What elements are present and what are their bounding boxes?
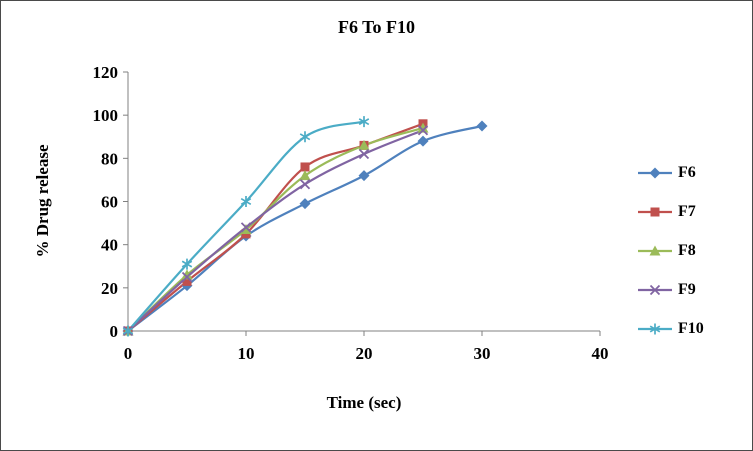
x-marker-icon: [358, 148, 370, 160]
legend-marker-icon: [638, 245, 672, 255]
legend-item-F7: F7: [637, 192, 704, 231]
y-tick-label: 100: [93, 106, 119, 125]
series-line-F8: [126, 127, 425, 333]
triangle-marker-icon: [649, 245, 661, 255]
series-line-F7: [126, 122, 425, 333]
legend-label: F9: [678, 280, 696, 298]
x-marker-icon: [417, 125, 429, 136]
asterisk-marker-icon: [122, 325, 134, 337]
x-tick-label: 40: [592, 344, 609, 363]
y-tick-label: 0: [110, 322, 119, 341]
triangle-marker-icon: [181, 269, 193, 280]
series-line-F9: [126, 129, 425, 333]
triangle-marker-icon: [417, 122, 429, 133]
x-tick-label: 30: [474, 344, 491, 363]
chart-title: F6 To F10: [337, 17, 416, 37]
legend-item-F8: F8: [637, 231, 704, 270]
y-tick-label: 120: [93, 63, 119, 82]
asterisk-marker-icon: [299, 131, 311, 143]
legend: F6 F7 F8 F9 F10: [637, 153, 704, 348]
series-line-F6: [126, 124, 484, 333]
legend-marker-icon: [638, 323, 672, 334]
x-marker-icon: [299, 179, 311, 190]
y-tick-label: 40: [101, 236, 118, 255]
square-marker-icon: [182, 276, 192, 286]
x-marker-icon: [240, 222, 252, 233]
legend-item-F9: F9: [637, 270, 704, 309]
diamond-marker-icon: [358, 170, 370, 182]
legend-item-F6: F6: [637, 153, 704, 192]
x-tick-label: 20: [356, 344, 373, 363]
x-tick-label: 10: [238, 344, 255, 363]
diamond-marker-icon: [299, 198, 311, 210]
x-marker-icon: [649, 284, 661, 295]
asterisk-marker-icon: [181, 258, 193, 270]
triangle-marker-icon: [299, 170, 311, 181]
x-axis-label: Time (sec): [326, 393, 402, 412]
legend-marker-icon: [638, 284, 672, 295]
legend-item-F10: F10: [637, 309, 704, 348]
square-marker-icon: [650, 207, 660, 216]
diamond-marker-icon: [649, 167, 661, 178]
x-tick-label: 0: [124, 344, 133, 363]
legend-marker-icon: [638, 167, 672, 178]
asterisk-marker-icon: [649, 323, 661, 334]
legend-marker-icon: [638, 207, 672, 216]
asterisk-marker-icon: [240, 196, 252, 207]
asterisk-marker-icon: [358, 116, 370, 128]
legend-label: F10: [678, 319, 704, 337]
diamond-marker-icon: [476, 120, 488, 132]
x-marker-icon: [181, 271, 193, 283]
legend-label: F8: [678, 241, 696, 259]
legend-label: F6: [678, 163, 696, 181]
square-marker-icon: [300, 162, 310, 172]
y-tick-label: 60: [101, 193, 118, 212]
diamond-marker-icon: [417, 135, 429, 147]
legend-label: F7: [678, 202, 696, 220]
y-tick-label: 80: [101, 149, 118, 168]
triangle-marker-icon: [358, 139, 370, 150]
y-tick-label: 20: [101, 279, 118, 298]
triangle-marker-icon: [240, 224, 252, 235]
